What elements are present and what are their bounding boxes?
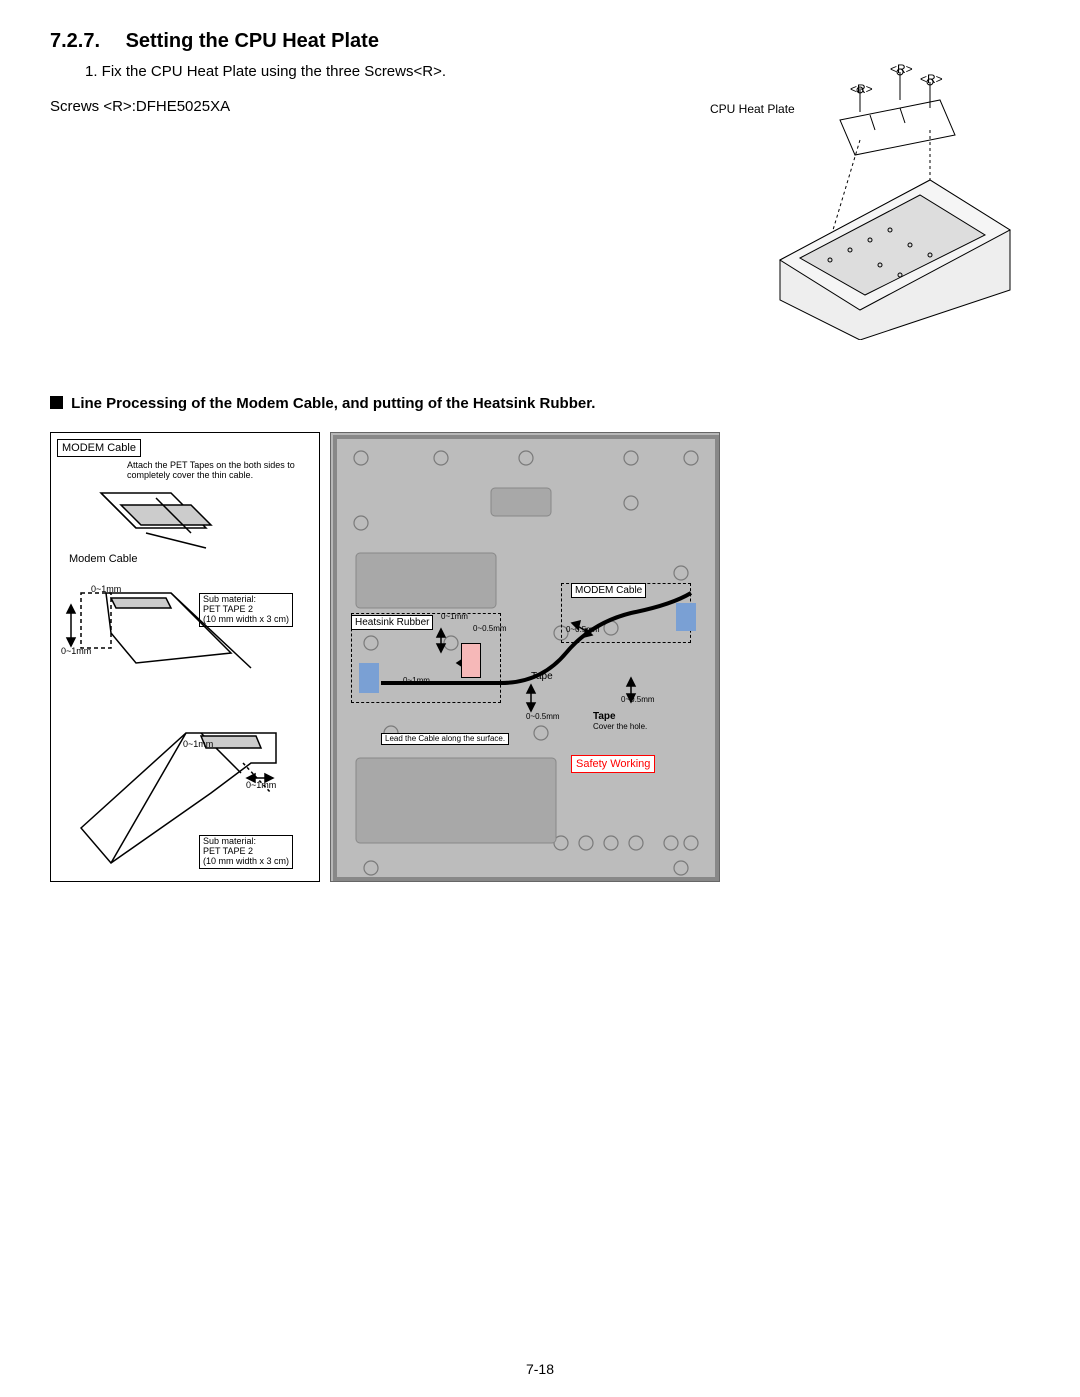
left-diagram-svg [51,433,321,883]
dim-005mm-r3: 0~0.5mm [526,713,560,721]
dim-01mm-r1: 0~1mm [441,613,468,621]
screw-r-label-2: <R> [890,62,913,76]
left-diagram: MODEM Cable Attach the PET Tapes on the … [50,432,320,882]
modem-cable-label: Modem Cable [69,553,137,565]
dim-01mm-r2: 0~1mm [403,677,430,685]
dim-0-1mm-a: 0~1mm [91,585,121,595]
square-bullet-icon [50,396,63,409]
dim-0-1mm-b: 0~1mm [61,647,91,657]
dim-005mm-r2: 0~0.5mm [566,626,600,634]
cpu-heat-plate-label: CPU Heat Plate [710,102,795,116]
section-number: 7.2.7. [50,30,120,53]
tape-cover-note: Cover the hole. [593,723,653,731]
dim-0-1mm-d: 0~1mm [246,781,276,791]
modem-cable-box-right: MODEM Cable [571,583,646,598]
blue-block-left [359,663,379,693]
sub-material-1: Sub material: PET TAPE 2 (10 mm width x … [199,593,293,627]
diagrams-row: MODEM Cable Attach the PET Tapes on the … [50,432,1030,882]
subheading-text: Line Processing of the Modem Cable, and … [71,395,595,412]
safety-working-box: Safety Working [571,755,655,773]
tape-label-2: Tape [593,711,616,722]
screw-r-label-1: <R> [850,82,873,96]
heatsink-rubber-label: Heatsink Rubber [351,615,433,630]
tape-label-1: Tape [531,671,553,682]
blue-block-right [676,603,696,631]
section-heading: 7.2.7. Setting the CPU Heat Plate [50,30,1030,53]
section-title: Setting the CPU Heat Plate [126,30,379,52]
dim-005mm-r1: 0~0.5mm [473,625,507,633]
screw-r-label-3: <R> [920,72,943,86]
sub-material-2: Sub material: PET TAPE 2 (10 mm width x … [199,835,293,869]
exploded-view-figure: CPU Heat Plate <R> <R> <R> [760,60,1020,340]
right-diagram: MODEM Cable Heatsink Rubber 0~1mm 0~0.5m… [330,432,720,882]
heatsink-rubber-shape [461,643,481,678]
page-number: 7-18 [0,1361,1080,1377]
dim-005mm-r4: 0~0.5mm [621,696,655,704]
lead-cable-note: Lead the Cable along the surface. [381,733,509,745]
subheading: Line Processing of the Modem Cable, and … [50,395,1030,412]
exploded-view-svg [760,60,1020,340]
dim-0-1mm-c: 0~1mm [183,740,213,750]
